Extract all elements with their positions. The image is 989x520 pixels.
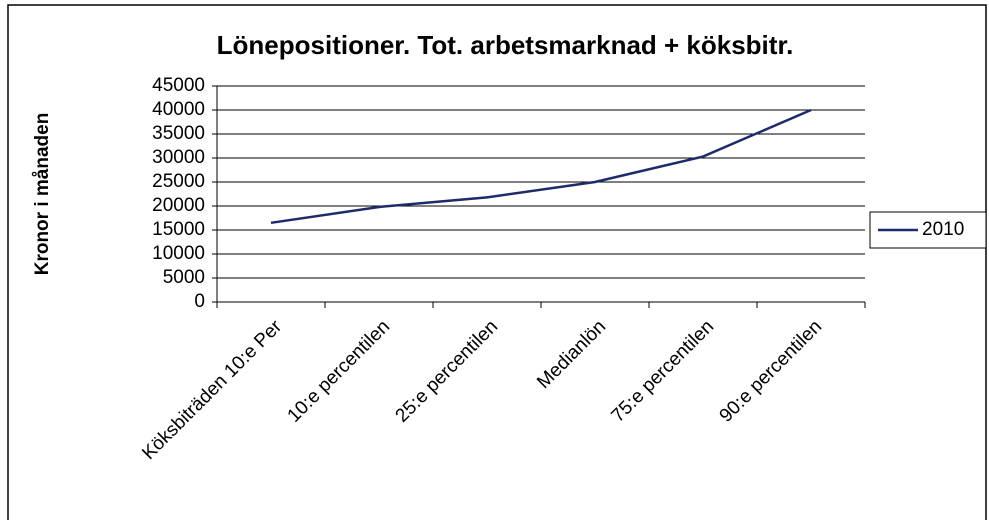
y-tick-label: 45000 [152,75,205,96]
y-tick-label: 30000 [152,147,205,168]
y-tick-label: 5000 [163,267,205,288]
y-tick-label: 35000 [152,123,205,144]
legend-label: 2010 [922,219,964,240]
y-tick-label: 15000 [152,219,205,240]
chart-border [7,4,987,520]
y-tick-label: 25000 [152,171,205,192]
y-tick-label: 0 [194,291,205,312]
y-axis-label: Kronor i månaden [32,113,53,276]
y-tick-label: 10000 [152,243,205,264]
y-tick-label: 40000 [152,99,205,120]
y-tick-label: 20000 [152,195,205,216]
line-series [270,108,812,225]
chart-title: Lönepositioner. Tot. arbetsmarknad + kök… [217,30,794,60]
